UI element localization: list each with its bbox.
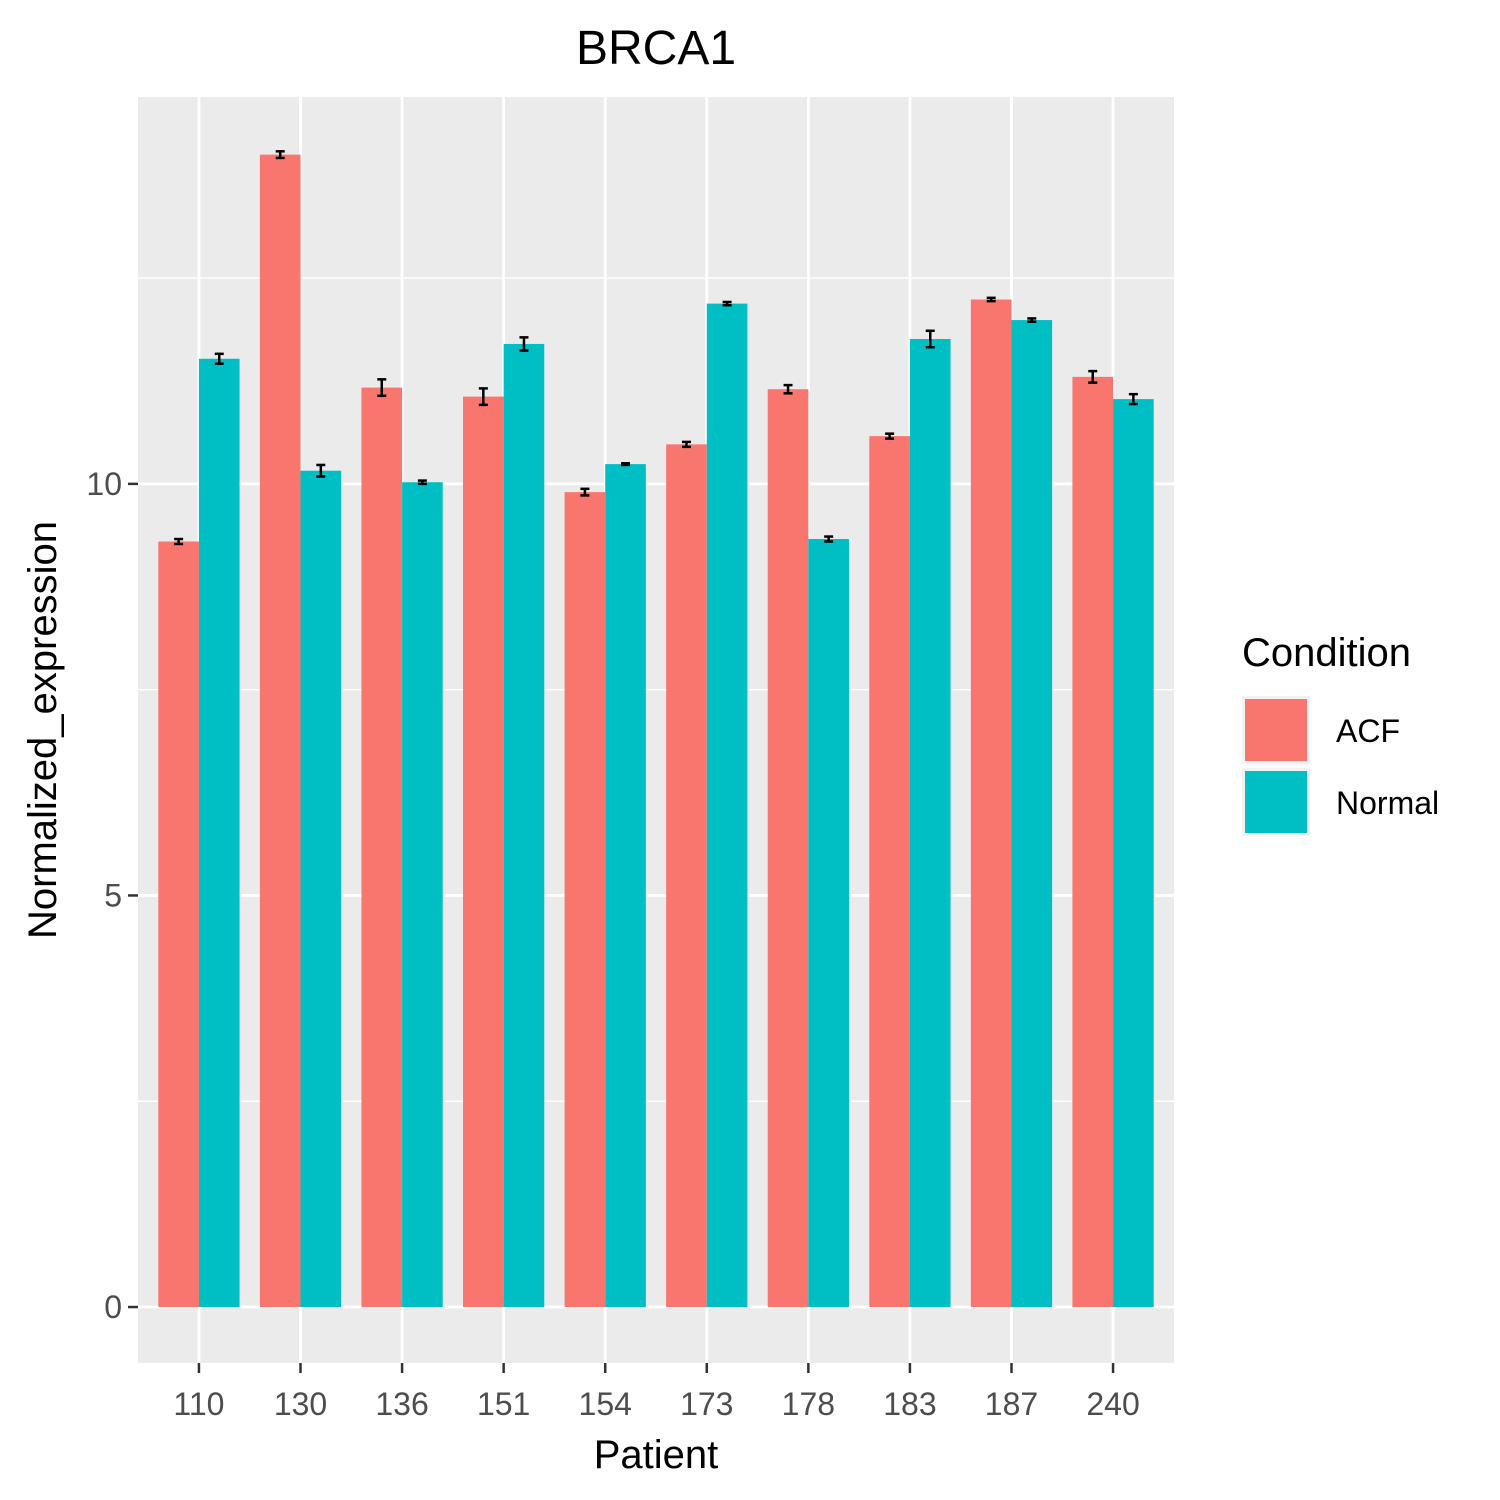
bar-acf-178 [767, 389, 809, 1308]
x-tick-label-187: 187 [985, 1386, 1038, 1422]
bar-normal-240 [1113, 399, 1154, 1308]
bar-acf-240 [1072, 376, 1114, 1308]
bar-normal-151 [503, 343, 545, 1308]
x-tick-label-130: 130 [274, 1386, 327, 1422]
legend-label-acf: ACF [1336, 713, 1400, 749]
bar-normal-187 [1011, 320, 1053, 1308]
bar-acf-130 [259, 154, 301, 1308]
bar-acf-151 [463, 396, 504, 1308]
legend-keys: ACF Normal [1242, 696, 1439, 836]
bar-acf-110 [158, 541, 199, 1308]
legend-swatch-normal [1245, 771, 1307, 833]
bar-normal-183 [909, 339, 951, 1308]
x-tick-label-183: 183 [883, 1386, 936, 1422]
bar-acf-173 [666, 444, 707, 1308]
x-tick-label-178: 178 [782, 1386, 835, 1422]
bar-acf-187 [970, 299, 1012, 1308]
bar-normal-173 [706, 303, 748, 1308]
bar-acf-183 [869, 436, 910, 1308]
x-tick-label-154: 154 [579, 1386, 632, 1422]
bar-normal-178 [808, 539, 849, 1308]
y-tick-label-2: 10 [86, 466, 122, 502]
legend-swatch-acf [1245, 699, 1307, 761]
error-bars [174, 150, 1138, 546]
y-tick-label-0: 0 [104, 1289, 122, 1325]
bars [158, 154, 1154, 1308]
bar-acf-154 [564, 492, 606, 1308]
x-axis: 110 130 136 151 154 173 178 183 187 240 [173, 1363, 1140, 1422]
y-tick-label-1: 5 [104, 877, 122, 913]
bar-acf-136 [361, 387, 403, 1308]
legend-title: Condition [1242, 631, 1411, 675]
x-tick-label-110: 110 [173, 1386, 224, 1422]
legend-label-normal: Normal [1336, 785, 1439, 821]
bar-normal-130 [300, 470, 342, 1308]
bar-normal-154 [605, 464, 646, 1308]
bar-normal-136 [402, 482, 443, 1308]
y-axis-title: Normalized_expression [21, 521, 65, 939]
x-axis-title: Patient [594, 1433, 719, 1477]
legend: Condition ACF Normal [1242, 631, 1439, 836]
chart-title: BRCA1 [576, 22, 736, 75]
x-tick-label-173: 173 [680, 1386, 733, 1422]
x-tick-label-151: 151 [477, 1386, 530, 1422]
x-tick-label-136: 136 [375, 1386, 428, 1422]
y-axis: 0 5 10 [86, 466, 138, 1325]
bar-normal-110 [198, 358, 240, 1308]
x-tick-label-240: 240 [1086, 1386, 1139, 1422]
